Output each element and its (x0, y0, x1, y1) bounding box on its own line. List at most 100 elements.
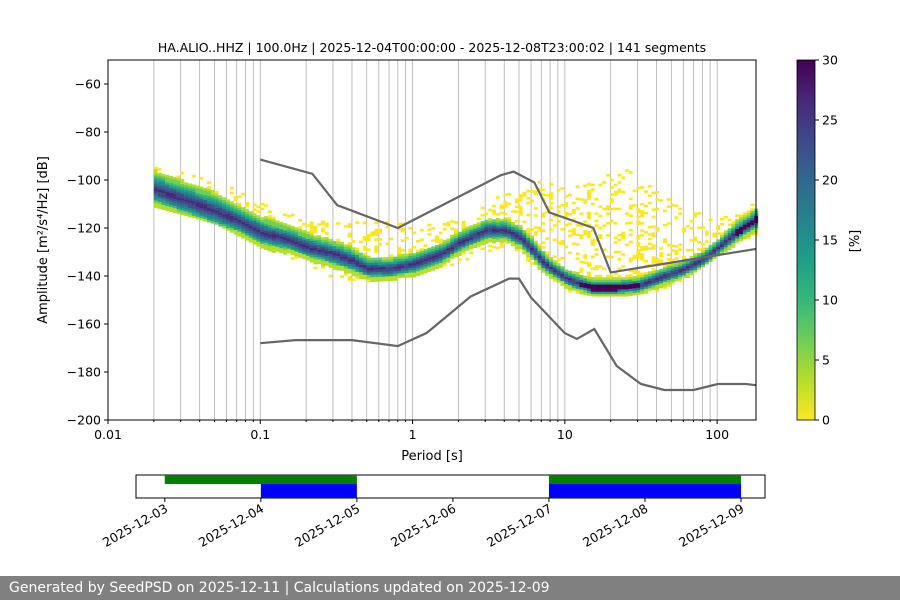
heatmap-cell (647, 194, 652, 198)
heatmap-cell (541, 251, 546, 254)
heatmap-cell (552, 265, 557, 268)
heatmap-cell (457, 236, 462, 240)
heatmap-cell (210, 209, 215, 212)
heatmap-cell (625, 274, 629, 278)
date-tick-label: 2025-12-05 (292, 501, 362, 550)
heatmap-cell (526, 237, 531, 241)
heatmap-cell (640, 272, 645, 276)
heatmap-cell (252, 239, 257, 243)
heatmap-cell (260, 229, 265, 232)
heatmap-cell (199, 193, 204, 197)
heatmap-cell (355, 266, 360, 270)
heatmap-cell (609, 200, 614, 203)
heatmap-cell (252, 242, 257, 245)
heatmap-cell (275, 220, 280, 223)
heatmap-cell (617, 250, 622, 254)
heatmap-cell (640, 214, 645, 218)
heatmap-cell (632, 278, 637, 282)
heatmap-cell (556, 220, 561, 223)
heatmap-cell (153, 176, 158, 179)
heatmap-cell (697, 260, 702, 263)
heatmap-cell (214, 219, 219, 223)
heatmap-cell (199, 189, 204, 192)
heatmap-cell (564, 245, 569, 249)
heatmap-cell (636, 287, 641, 291)
heatmap-cell (492, 219, 496, 222)
heatmap-cell (169, 199, 173, 203)
heatmap-cell (598, 274, 603, 278)
heatmap-cell (727, 242, 732, 246)
heatmap-cell (435, 237, 439, 241)
heatmap-cell (241, 207, 246, 210)
heatmap-cell (495, 234, 500, 238)
heatmap-cell (260, 217, 265, 220)
heatmap-cell (214, 190, 219, 194)
heatmap-cell (332, 250, 337, 254)
heatmap-cell (560, 273, 565, 277)
heatmap-cell (541, 222, 546, 225)
heatmap-cell (328, 246, 333, 249)
heatmap-cell (438, 238, 443, 242)
heatmap-cell (545, 210, 550, 214)
heatmap-cell (237, 207, 242, 211)
heatmap-cell (480, 247, 485, 251)
heatmap-cell (226, 199, 230, 202)
heatmap-cell (199, 205, 204, 209)
heatmap-cell (644, 276, 648, 280)
heatmap-cell (670, 275, 675, 279)
heatmap-cell (286, 229, 291, 232)
heatmap-cell (210, 204, 215, 207)
heatmap-cell (309, 247, 314, 251)
colorbar-tick-label: 10 (822, 293, 838, 308)
heatmap-cell (366, 248, 371, 251)
heatmap-cell (397, 270, 401, 274)
heatmap-cell (590, 284, 595, 287)
heatmap-cell (397, 249, 401, 252)
heatmap-cell (678, 269, 683, 273)
heatmap-cell (636, 256, 641, 259)
heatmap-cell (727, 230, 732, 234)
heatmap-cell (157, 175, 162, 178)
heatmap-cell (302, 249, 306, 252)
heatmap-cell (378, 228, 382, 232)
heatmap-cell (480, 228, 485, 231)
heatmap-cell (750, 210, 755, 214)
heatmap-cell (256, 220, 261, 223)
heatmap-cell (419, 264, 424, 268)
heatmap-cell (727, 237, 732, 241)
heatmap-cell (518, 198, 523, 202)
heatmap-cell (416, 271, 420, 274)
heatmap-cell (518, 225, 523, 228)
heatmap-cell (302, 244, 306, 248)
heatmap-cell (663, 276, 667, 280)
heatmap-cell (655, 284, 660, 288)
heatmap-cell (305, 248, 310, 251)
heatmap-cell (746, 236, 751, 240)
heatmap-cell (207, 186, 211, 189)
heatmap-cell (359, 252, 363, 256)
heatmap-cell (511, 234, 515, 237)
heatmap-cell (161, 192, 166, 196)
heatmap-cell (507, 224, 512, 227)
heatmap-cell (279, 224, 284, 227)
heatmap-cell (161, 207, 166, 210)
heatmap-cell (522, 220, 527, 224)
heatmap-cell (438, 260, 443, 263)
heatmap-cell (207, 181, 211, 185)
heatmap-cell (739, 226, 743, 230)
heatmap-cell (321, 230, 325, 233)
heatmap-cell (233, 212, 238, 216)
heatmap-cell (264, 240, 268, 243)
heatmap-cell (332, 260, 337, 263)
heatmap-cell (229, 206, 234, 209)
heatmap-cell (222, 202, 227, 205)
heatmap-cell (552, 262, 557, 266)
heatmap-cell (252, 230, 257, 233)
heatmap-cell (397, 222, 401, 226)
heatmap-cell (693, 253, 698, 256)
heatmap-cell (309, 233, 314, 237)
heatmap-cell (609, 193, 614, 196)
high-noise-model-line (260, 158, 757, 274)
heatmap-cell (739, 229, 743, 232)
heatmap-cell (564, 286, 569, 289)
